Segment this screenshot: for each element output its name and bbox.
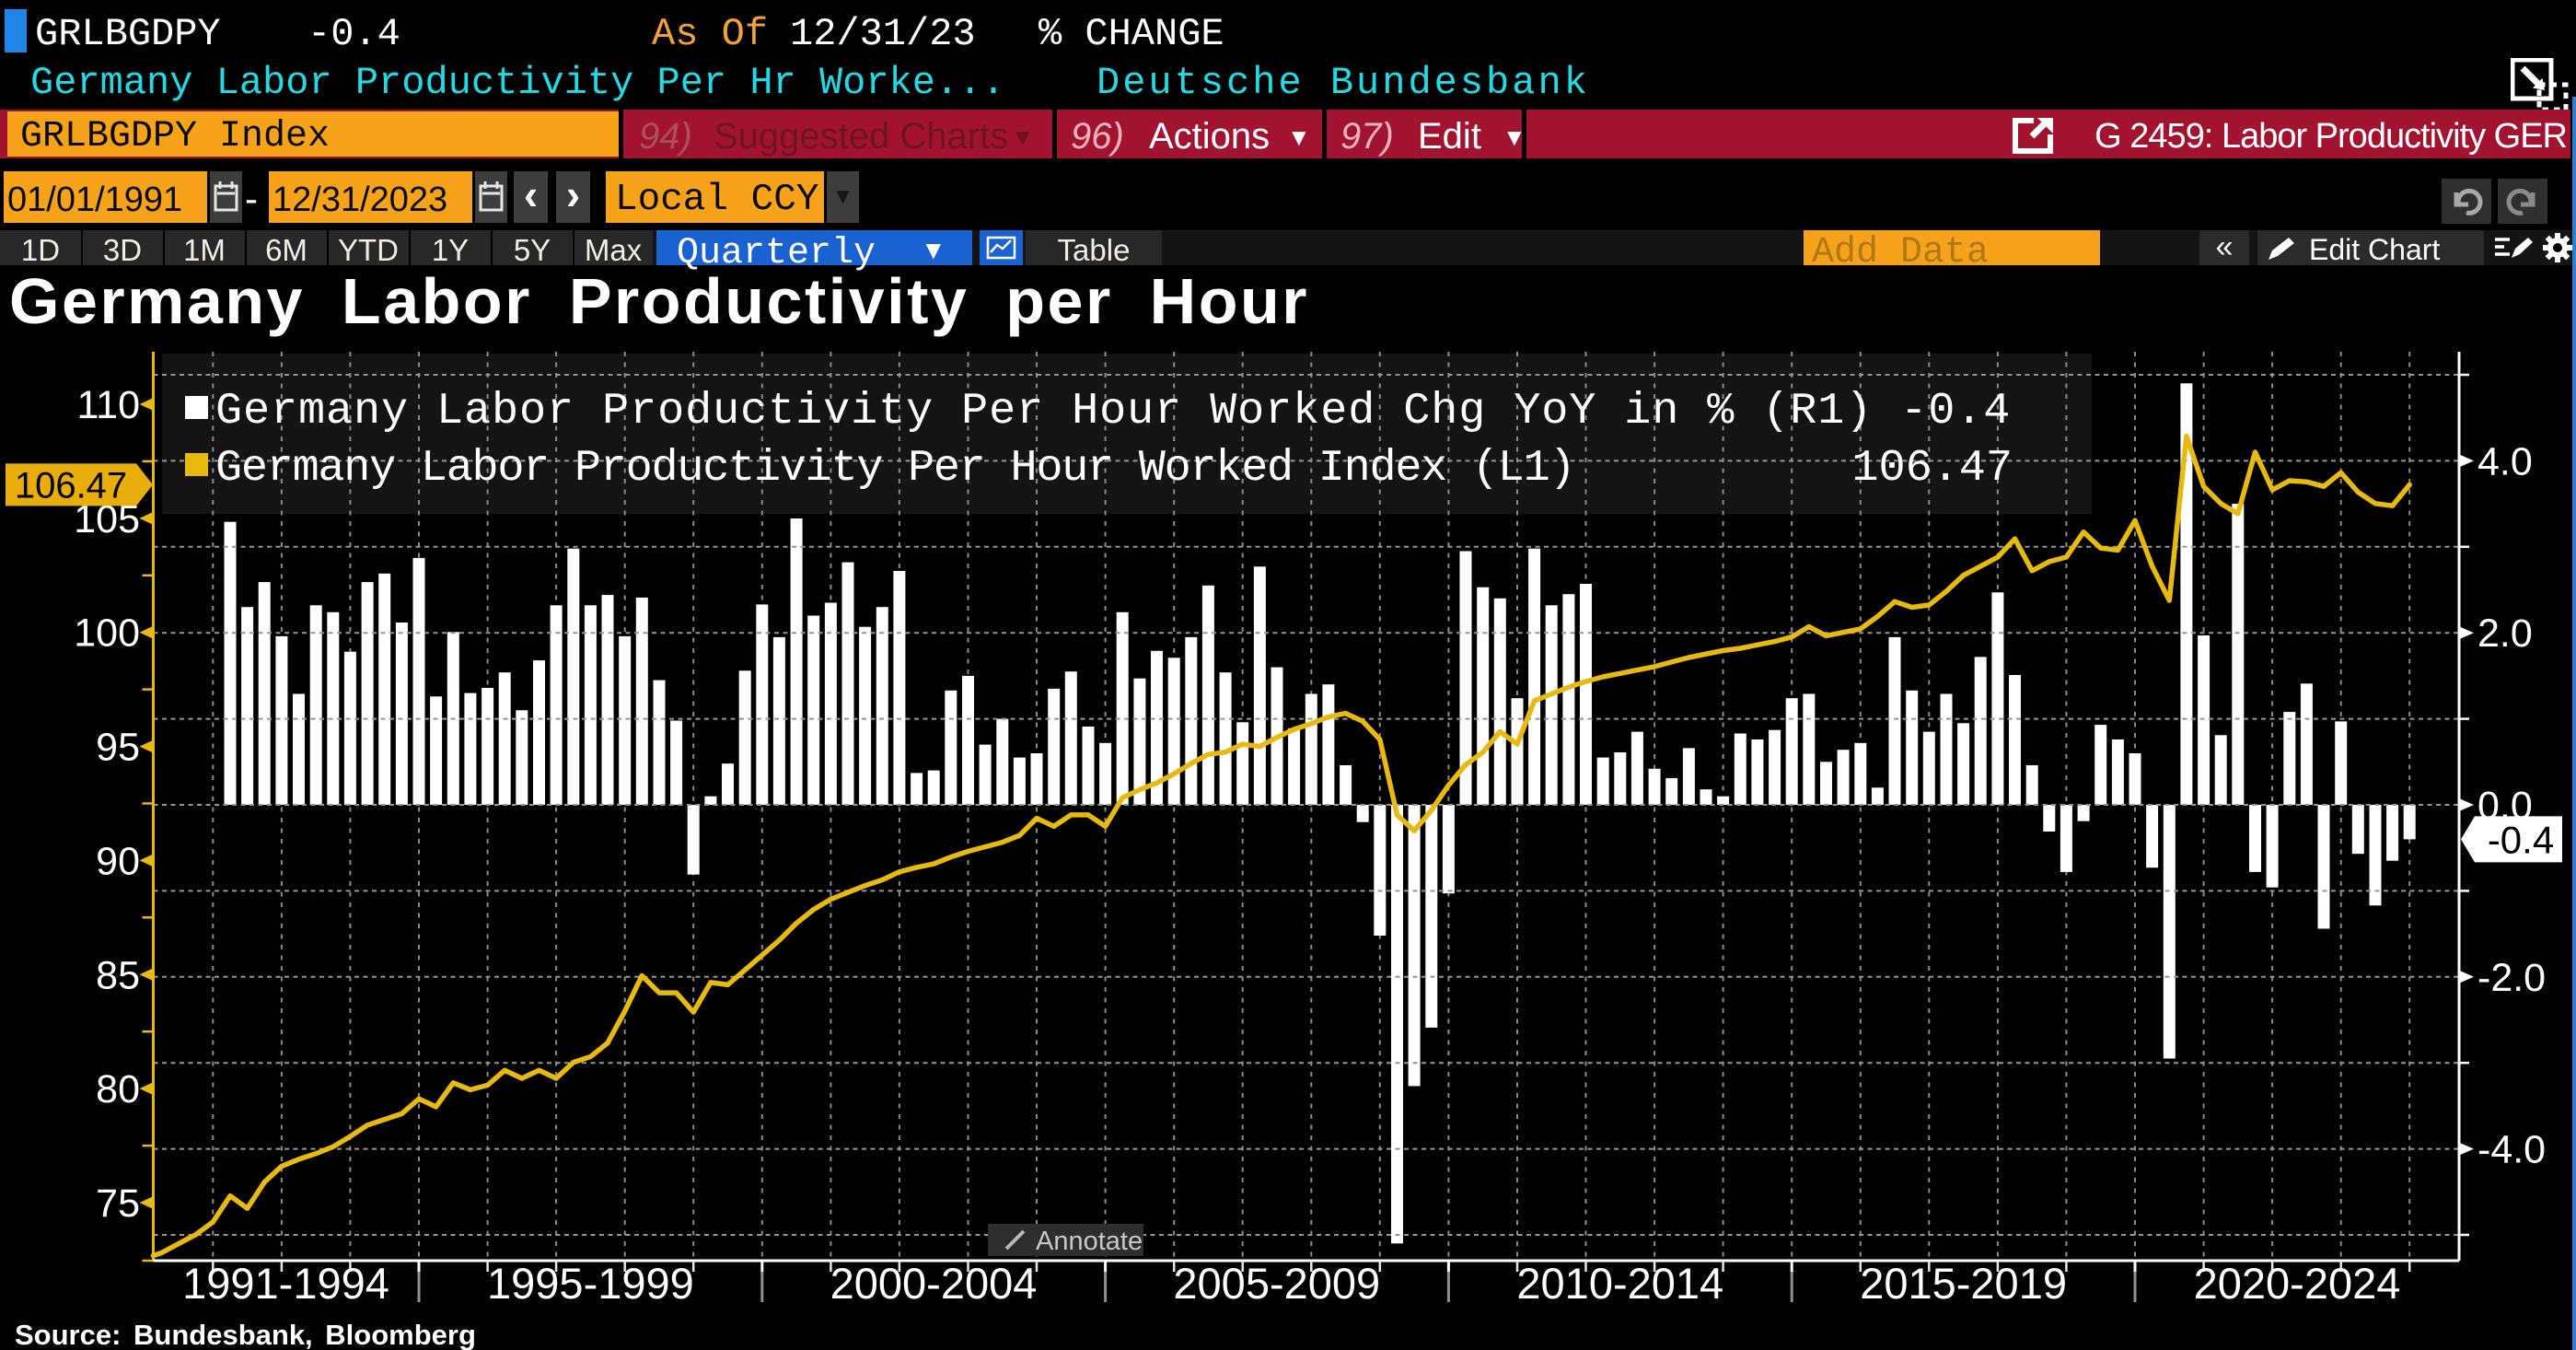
svg-text:Annotate: Annotate [1036,1227,1143,1256]
svg-text:75: 75 [96,1181,140,1226]
svg-text:1991-1994: 1991-1994 [182,1259,389,1308]
svg-text:1995-1999: 1995-1999 [487,1259,694,1308]
svg-text:85: 85 [96,953,140,997]
svg-text:100: 100 [74,611,140,656]
svg-text:80: 80 [96,1067,140,1111]
svg-text:106.47: 106.47 [1851,443,2013,494]
svg-text:-2.0: -2.0 [2477,956,2546,1000]
svg-text:2.0: 2.0 [2477,611,2533,656]
svg-text:2020-2024: 2020-2024 [2194,1259,2401,1308]
svg-text:2000-2004: 2000-2004 [830,1259,1038,1308]
svg-text:106.47: 106.47 [15,465,127,506]
svg-text:Germany Labor Productivity Per: Germany Labor Productivity Per Hour Work… [215,386,2011,436]
svg-text:2010-2014: 2010-2014 [1516,1259,1723,1308]
svg-text:Germany Labor Productivity Per: Germany Labor Productivity Per Hour Work… [215,443,1574,494]
svg-text:-0.4: -0.4 [2488,818,2554,861]
svg-text:110: 110 [76,383,140,427]
svg-text:-4.0: -4.0 [2477,1128,2546,1172]
svg-text:90: 90 [96,839,140,883]
svg-text:2015-2019: 2015-2019 [1860,1259,2067,1308]
svg-text:4.0: 4.0 [2477,439,2533,483]
svg-text:2005-2009: 2005-2009 [1173,1259,1380,1308]
svg-text:95: 95 [96,726,140,770]
